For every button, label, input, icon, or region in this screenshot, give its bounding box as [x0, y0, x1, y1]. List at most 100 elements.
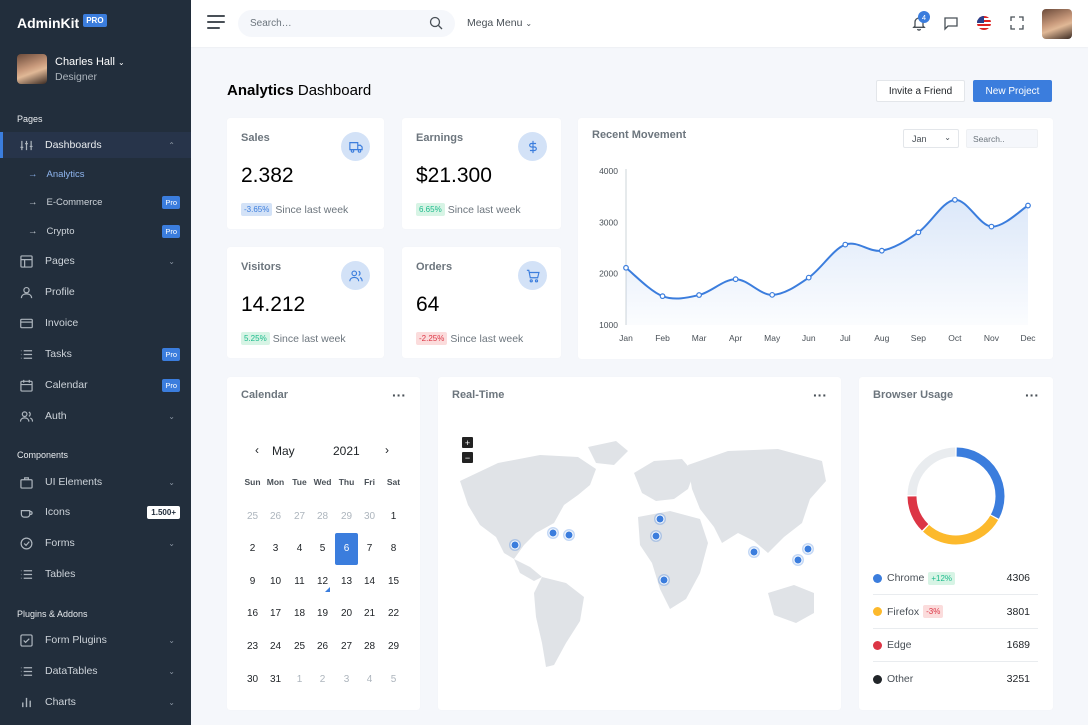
calendar-day-selected[interactable]: 6	[335, 532, 358, 565]
calendar-day[interactable]: 14	[363, 575, 376, 587]
map-marker[interactable]	[659, 575, 669, 585]
chart-search-input[interactable]: Search..	[966, 129, 1038, 148]
calendar-day[interactable]: 29	[340, 510, 353, 522]
calendar-day[interactable]: 12	[311, 565, 334, 597]
data-point[interactable]	[769, 291, 776, 298]
calendar-day[interactable]: 8	[390, 543, 397, 555]
calendar-day[interactable]: 4	[296, 543, 303, 555]
calendar-day[interactable]: 1	[296, 673, 303, 685]
sidebar-item-icons[interactable]: Icons 1.500+	[0, 499, 191, 525]
calendar-day[interactable]: 2	[319, 673, 326, 685]
calendar-day[interactable]: 2	[249, 543, 256, 555]
sidebar-subitem-analytics[interactable]: → Analytics	[0, 162, 191, 186]
map-marker[interactable]	[803, 544, 813, 554]
calendar-day[interactable]: 30	[246, 673, 259, 685]
calendar-day[interactable]: 3	[343, 673, 350, 685]
invite-friend-button[interactable]: Invite a Friend	[876, 80, 965, 102]
sidebar-item-charts[interactable]: Charts ⌄	[0, 689, 191, 715]
brand-logo[interactable]: AdminKit PRO	[17, 13, 107, 31]
data-point[interactable]	[952, 196, 958, 203]
map-marker[interactable]	[548, 528, 558, 538]
calendar-day[interactable]: 24	[269, 640, 282, 652]
calendar-day[interactable]: 17	[269, 608, 282, 620]
sidebar-item-ui-elements[interactable]: UI Elements ⌄	[0, 469, 191, 495]
sidebar-item-forms[interactable]: Forms ⌄	[0, 530, 191, 556]
map-marker[interactable]	[564, 530, 574, 540]
map-marker[interactable]	[655, 514, 665, 524]
calendar-day[interactable]: 26	[316, 640, 329, 652]
calendar-day[interactable]: 27	[340, 640, 353, 652]
donut-slice[interactable]	[956, 447, 1005, 519]
user-profile[interactable]: Charles Hall ⌄ Designer	[17, 54, 125, 84]
map-marker[interactable]	[749, 547, 759, 557]
calendar-day[interactable]: 20	[340, 608, 353, 620]
more-options-icon[interactable]: ···	[813, 387, 827, 403]
month-select[interactable]: Jan ⌄	[903, 129, 959, 148]
map-marker[interactable]	[510, 540, 520, 550]
calendar-day[interactable]: 28	[316, 510, 329, 522]
calendar-day[interactable]: 9	[249, 575, 256, 587]
sidebar-item-datatables[interactable]: DataTables ⌄	[0, 658, 191, 684]
calendar-day[interactable]: 29	[387, 640, 400, 652]
sidebar-subitem-crypto[interactable]: → Crypto Pro	[0, 219, 191, 243]
sidebar-item-auth[interactable]: Auth ⌄	[0, 403, 191, 429]
sidebar-item-tables[interactable]: Tables	[0, 561, 191, 587]
calendar-day[interactable]: 13	[340, 575, 353, 587]
calendar-day[interactable]: 22	[387, 608, 400, 620]
sidebar-item-calendar[interactable]: Calendar Pro	[0, 372, 191, 398]
data-point[interactable]	[805, 274, 812, 281]
search-icon[interactable]	[429, 16, 443, 30]
calendar-day[interactable]: 1	[390, 510, 397, 522]
mega-menu-dropdown[interactable]: Mega Menu ⌄	[467, 17, 532, 29]
data-point[interactable]	[732, 276, 739, 283]
calendar-day[interactable]: 11	[294, 575, 305, 587]
donut-slice[interactable]	[923, 515, 999, 545]
calendar-day[interactable]: 5	[390, 673, 397, 685]
data-point[interactable]	[915, 229, 922, 236]
sidebar-item-pages[interactable]: Pages ⌄	[0, 248, 191, 274]
donut-slice[interactable]	[907, 447, 956, 496]
new-project-button[interactable]: New Project	[973, 80, 1052, 102]
data-point[interactable]	[1025, 202, 1031, 209]
data-point[interactable]	[623, 264, 629, 271]
hamburger-menu-icon[interactable]	[207, 15, 225, 30]
calendar-day[interactable]: 5	[319, 543, 326, 555]
calendar-day[interactable]: 15	[387, 575, 400, 587]
message-square-icon[interactable]	[943, 15, 959, 31]
calendar-day[interactable]: 19	[316, 608, 329, 620]
calendar-day[interactable]: 25	[293, 640, 306, 652]
data-point[interactable]	[842, 241, 849, 248]
us-flag-icon[interactable]	[977, 16, 991, 30]
sidebar-item-dashboards[interactable]: Dashboards ⌃	[0, 132, 191, 158]
data-point[interactable]	[659, 293, 666, 300]
data-point[interactable]	[878, 247, 885, 254]
calendar-day[interactable]: 23	[246, 640, 259, 652]
calendar-day[interactable]: 3	[272, 543, 279, 555]
more-options-icon[interactable]: ···	[392, 387, 406, 403]
data-point[interactable]	[696, 292, 702, 298]
calendar-day[interactable]: 10	[269, 575, 282, 587]
prev-month-button[interactable]: ‹	[255, 443, 259, 457]
calendar-day[interactable]: 27	[293, 510, 306, 522]
sidebar-item-form-plugins[interactable]: Form Plugins ⌄	[0, 627, 191, 653]
map-marker[interactable]	[651, 531, 661, 541]
donut-slice[interactable]	[907, 496, 929, 531]
data-point[interactable]	[988, 223, 995, 230]
calendar-day[interactable]: 21	[363, 608, 376, 620]
search-input[interactable]: Search…	[238, 10, 455, 37]
calendar-day[interactable]: 18	[293, 608, 306, 620]
more-options-icon[interactable]: ···	[1025, 387, 1039, 403]
calendar-day[interactable]: 7	[366, 543, 373, 555]
next-month-button[interactable]: ›	[385, 443, 389, 457]
zoom-out-button[interactable]: −	[462, 452, 473, 463]
calendar-day[interactable]: 26	[269, 510, 282, 522]
sidebar-subitem-ecommerce[interactable]: → E-Commerce Pro	[0, 190, 191, 214]
avatar[interactable]	[1042, 9, 1072, 39]
calendar-day[interactable]: 30	[363, 510, 376, 522]
calendar-day[interactable]: 4	[366, 673, 373, 685]
fullscreen-icon[interactable]	[1009, 15, 1025, 31]
calendar-day[interactable]: 31	[269, 673, 282, 685]
map-marker[interactable]	[793, 555, 803, 565]
sidebar-item-tasks[interactable]: Tasks Pro	[0, 341, 191, 367]
zoom-in-button[interactable]: +	[462, 437, 473, 448]
